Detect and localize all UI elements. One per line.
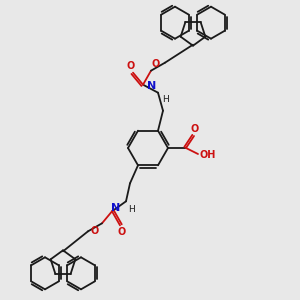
Text: O: O — [191, 124, 199, 134]
Text: O: O — [152, 59, 160, 69]
Text: O: O — [118, 227, 126, 237]
Text: N: N — [111, 203, 120, 213]
Text: H: H — [162, 95, 169, 104]
Text: O: O — [91, 226, 99, 236]
Text: H: H — [128, 205, 135, 214]
Text: N: N — [147, 81, 156, 91]
Text: OH: OH — [200, 150, 216, 160]
Text: O: O — [127, 61, 135, 71]
